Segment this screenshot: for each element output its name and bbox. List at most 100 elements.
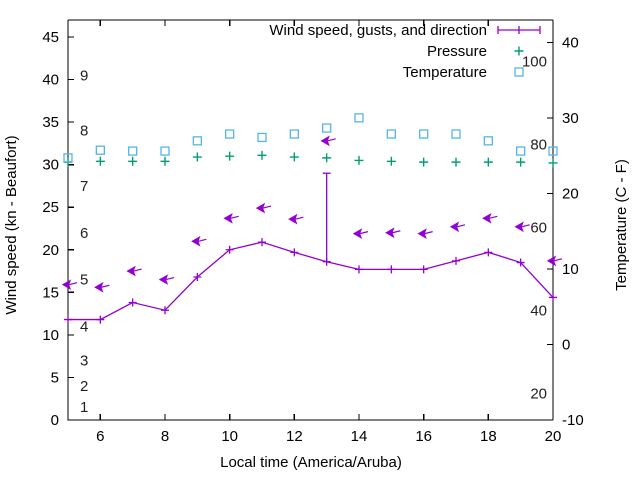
legend-label-square: Temperature xyxy=(403,64,487,81)
pressure-point xyxy=(289,152,299,162)
y2-tick-labels: -10 0 10 20 30 40 xyxy=(562,35,584,429)
wind-speed-point xyxy=(290,248,299,257)
wind-speed-point xyxy=(549,293,557,302)
gust-direction-arrow xyxy=(61,279,78,291)
y-tick-label: 5 xyxy=(51,369,59,386)
x-tick-label: 6 xyxy=(96,428,104,445)
pressure-point xyxy=(419,157,429,167)
y-tick-label: 45 xyxy=(42,29,59,46)
gust-arrow-head xyxy=(482,212,492,224)
gust-arrow-tail xyxy=(359,231,369,235)
temperature-point xyxy=(548,146,558,156)
pressure-point xyxy=(483,157,493,167)
fahrenheit-label: 100 xyxy=(522,54,547,71)
gust-direction-arrow xyxy=(514,221,530,233)
wind-speed-point xyxy=(258,238,266,247)
gust-arrow-tail xyxy=(392,230,401,234)
gust-direction-arrow xyxy=(255,202,272,214)
gust-arrow-head xyxy=(126,265,136,277)
gust-arrow-tail xyxy=(165,276,175,281)
pressure-point xyxy=(322,153,332,163)
gust-arrow-head xyxy=(546,255,557,267)
beaufort-label: 8 xyxy=(80,123,88,140)
wind-speed-point xyxy=(161,306,169,315)
y-tick-label: 0 xyxy=(51,412,59,429)
y-tick-label: 25 xyxy=(42,199,59,216)
gust-direction-arrow xyxy=(449,221,466,233)
y-axis-title: Wind speed (kn - Beaufort) xyxy=(3,135,20,314)
gust-arrow-head xyxy=(385,227,395,239)
y-tick-label: 15 xyxy=(42,284,59,301)
wind-speed-point xyxy=(419,265,428,274)
gust-arrow-tail xyxy=(456,224,466,228)
pressure-point xyxy=(192,152,202,162)
beaufort-scale-labels: 1 2 3 4 5 6 7 8 9 xyxy=(80,67,88,416)
pressure-point xyxy=(225,151,235,161)
beaufort-label: 1 xyxy=(80,399,88,416)
gust-direction-arrow xyxy=(126,265,142,277)
fahrenheit-label: 80 xyxy=(530,137,547,154)
gust-direction-arrow xyxy=(288,213,304,225)
gust-arrow-tail xyxy=(68,282,78,286)
temperature-point xyxy=(451,129,461,139)
wind-speed-point xyxy=(516,258,525,267)
data-series xyxy=(61,113,563,324)
gust-arrow-tail xyxy=(327,138,336,142)
gust-arrow-head xyxy=(417,228,427,239)
gust-arrow-tail xyxy=(198,238,207,242)
x-tick-label: 8 xyxy=(161,428,169,445)
y-tick-label: 35 xyxy=(42,114,59,131)
gust-arrow-tail xyxy=(489,215,498,219)
gust-arrow-head xyxy=(288,213,298,225)
gust-arrow-tail xyxy=(295,216,304,220)
gust-direction-arrow xyxy=(158,274,175,285)
gust-arrow-tail xyxy=(133,268,142,272)
temperature-point xyxy=(483,136,493,146)
gust-direction-arrow xyxy=(385,227,401,239)
legend-marker-temperature xyxy=(514,67,524,77)
beaufort-label: 4 xyxy=(80,318,88,335)
y2-tick-label: 30 xyxy=(562,110,579,127)
beaufort-label: 6 xyxy=(80,225,88,242)
y2-tick-label: 0 xyxy=(562,337,570,354)
wind-speed-point xyxy=(484,248,493,257)
wind-speed-point xyxy=(96,315,105,324)
gust-arrow-head xyxy=(61,279,72,291)
fahrenheit-label: 60 xyxy=(530,220,547,237)
beaufort-label: 2 xyxy=(80,378,88,395)
legend-label-line-plus: Wind speed, gusts, and direction xyxy=(269,22,487,39)
temperature-point xyxy=(289,129,299,139)
wind-speed-point xyxy=(128,298,137,307)
gust-arrow-head xyxy=(352,228,363,239)
temperature-point xyxy=(160,146,170,156)
chart-legend: Wind speed, gusts, and direction Pressure… xyxy=(269,22,541,81)
y2-tick-label: 40 xyxy=(562,35,579,52)
legend-marker-wind xyxy=(497,26,541,34)
gust-arrow-head xyxy=(191,235,201,247)
temperature-point xyxy=(419,129,429,139)
gust-arrow-tail xyxy=(521,224,530,228)
pressure-point xyxy=(451,157,461,167)
x-tick-label: 18 xyxy=(480,428,497,445)
gust-arrow-tail xyxy=(553,258,563,262)
fahrenheit-label: 20 xyxy=(530,386,547,403)
y2-tick-label: -10 xyxy=(562,412,584,429)
y2-tick-label: 20 xyxy=(562,186,579,203)
temperature-point xyxy=(322,123,332,133)
gust-direction-arrow xyxy=(320,135,336,147)
temperature-point xyxy=(95,145,105,155)
fahrenheit-label: 40 xyxy=(530,303,547,320)
temperature-point xyxy=(192,136,202,146)
gust-direction-arrow xyxy=(546,255,563,267)
gust-direction-arrow xyxy=(352,228,369,239)
pressure-point xyxy=(386,156,396,166)
temperature-point xyxy=(128,146,138,156)
gust-direction-arrow xyxy=(191,235,207,247)
gust-arrow-tail xyxy=(424,231,433,235)
temperature-point xyxy=(354,113,364,123)
x-tick-label: 14 xyxy=(351,428,368,445)
y-tick-label: 20 xyxy=(42,242,59,259)
wind-speed-point xyxy=(355,265,363,274)
temperature-point xyxy=(63,153,73,163)
